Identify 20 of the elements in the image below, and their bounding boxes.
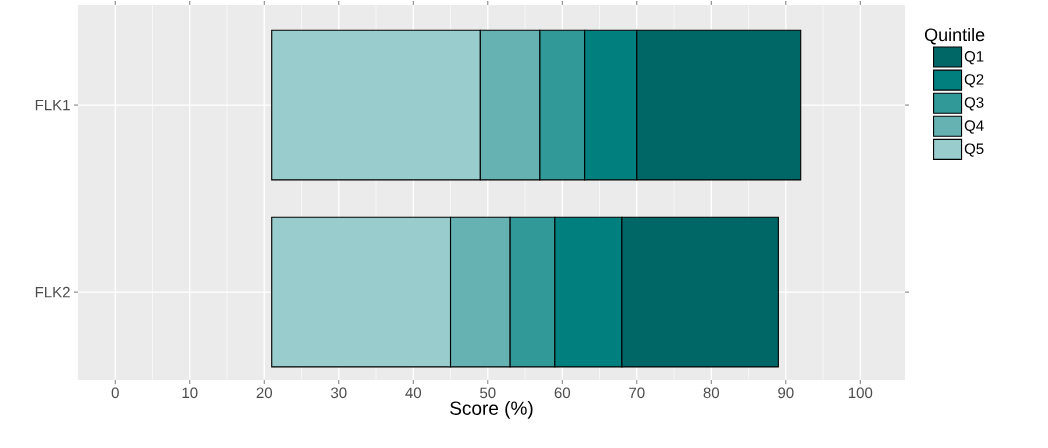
legend-label: Q2 [964, 74, 984, 88]
legend-label: Q3 [964, 97, 984, 111]
y-tick-label: FLK2 [35, 286, 70, 298]
x-tick-label: 70 [629, 387, 645, 399]
x-tick-label: 10 [182, 387, 198, 399]
legend-label: Q1 [964, 51, 984, 65]
legend-label: Q5 [964, 143, 984, 157]
x-tick-label: 40 [405, 387, 422, 399]
x-tick-label: 90 [778, 387, 794, 399]
x-tick-label: 0 [111, 387, 119, 399]
legend-label: Q4 [964, 120, 984, 134]
legend-title: Quintile [924, 27, 985, 45]
x-tick-label: 100 [848, 387, 873, 399]
x-tick-label: 20 [256, 387, 273, 399]
x-tick-label: 80 [703, 387, 720, 399]
x-tick-label: 50 [480, 387, 496, 399]
x-tick-label: 30 [331, 387, 347, 399]
y-tick-label: FLK1 [35, 99, 70, 111]
x-tick-label: 60 [554, 387, 571, 399]
x-axis-title: Score (%) [450, 400, 533, 419]
